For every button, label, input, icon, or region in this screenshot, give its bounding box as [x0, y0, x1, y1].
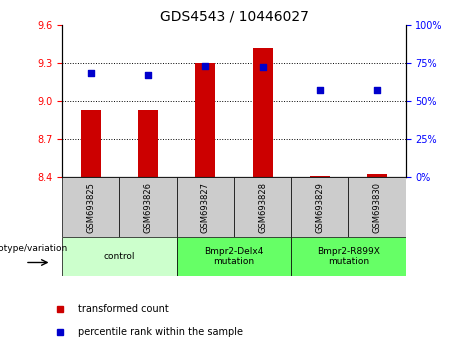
Point	[144, 72, 152, 78]
Text: GSM693825: GSM693825	[86, 182, 95, 233]
Text: GSM693827: GSM693827	[201, 182, 210, 233]
Bar	[119, 177, 177, 237]
Title: GDS4543 / 10446027: GDS4543 / 10446027	[160, 10, 308, 24]
Bar	[62, 177, 119, 237]
Bar	[291, 177, 349, 237]
Point	[87, 71, 95, 76]
Text: GSM693828: GSM693828	[258, 182, 267, 233]
Bar	[291, 237, 406, 276]
Text: Bmpr2-R899X
mutation: Bmpr2-R899X mutation	[317, 247, 380, 266]
Point	[373, 87, 381, 93]
Bar	[367, 175, 387, 177]
Bar	[349, 177, 406, 237]
Point	[259, 64, 266, 70]
Text: percentile rank within the sample: percentile rank within the sample	[78, 327, 242, 337]
Bar	[177, 237, 291, 276]
Bar	[310, 176, 330, 177]
Text: GSM693830: GSM693830	[372, 182, 382, 233]
Text: genotype/variation: genotype/variation	[0, 244, 68, 253]
Bar	[81, 110, 101, 177]
Point	[316, 87, 324, 93]
Text: Bmpr2-Delx4
mutation: Bmpr2-Delx4 mutation	[204, 247, 264, 266]
Text: GSM693826: GSM693826	[143, 182, 153, 233]
Text: GSM693829: GSM693829	[315, 182, 325, 233]
Bar	[195, 63, 215, 177]
Text: control: control	[104, 252, 135, 261]
Bar	[253, 47, 272, 177]
Bar	[177, 177, 234, 237]
Bar	[62, 237, 177, 276]
Bar	[234, 177, 291, 237]
Bar	[138, 110, 158, 177]
Point	[201, 63, 209, 69]
Text: transformed count: transformed count	[78, 304, 168, 314]
